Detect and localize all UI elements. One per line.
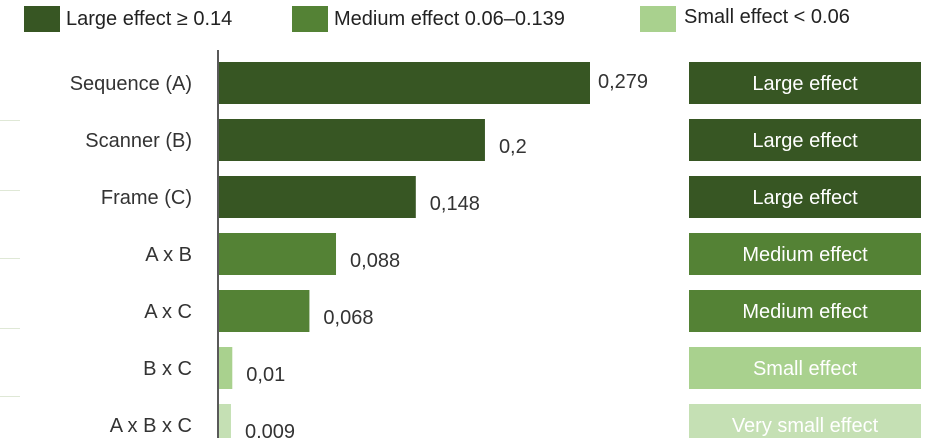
effect-badge-label: Medium effect [742,244,868,266]
bar [219,233,337,275]
bar [219,290,310,332]
value-label: 0,01 [246,364,285,386]
category-label: A x B x C [110,415,192,437]
bar [219,176,416,218]
effect-badge [689,62,921,104]
legend-label-medium: Medium effect 0.06–0.139 [334,8,565,30]
effect-badge-label: Large effect [752,130,858,152]
category-label: A x C [144,301,192,323]
value-label: 0,2 [499,136,527,158]
effect-badge-label: Large effect [752,73,858,95]
effect-badge-label: Small effect [753,358,858,380]
effect-badge [689,404,921,438]
value-label: 0,088 [350,250,400,272]
effect-badge-label: Very small effect [732,415,879,437]
value-label: 0,279 [598,71,648,93]
effect-badge-label: Medium effect [742,301,868,323]
legend-swatch-small [640,6,676,32]
category-label: B x C [143,358,192,380]
bar [219,347,233,389]
effect-badge [689,176,921,218]
bar [219,404,231,438]
legend-label-large: Large effect ≥ 0.14 [66,8,233,30]
category-label: Scanner (B) [85,130,192,152]
effect-badge-label: Large effect [752,187,858,209]
legend-swatch-large [24,6,60,32]
left-gridlines [0,0,20,438]
legend-swatch-medium [292,6,328,32]
category-label: Frame (C) [101,187,192,209]
value-label: 0,068 [323,307,373,329]
effect-badge [689,290,921,332]
value-label: 0,148 [430,193,480,215]
value-label: 0,009 [245,421,295,438]
effect-badge [689,347,921,389]
effect-badge [689,233,921,275]
bar [219,62,590,104]
effect-badge [689,119,921,161]
legend-label-small: Small effect < 0.06 [684,6,850,28]
bar [219,119,485,161]
category-label: Sequence (A) [70,73,192,95]
category-label: A x B [145,244,192,266]
